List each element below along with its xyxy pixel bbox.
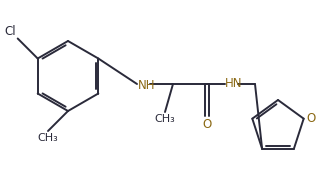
- Text: HN: HN: [225, 76, 242, 90]
- Text: CH₃: CH₃: [38, 133, 58, 143]
- Text: NH: NH: [138, 79, 155, 91]
- Text: CH₃: CH₃: [155, 114, 176, 124]
- Text: O: O: [202, 118, 212, 131]
- Text: Cl: Cl: [4, 25, 16, 37]
- Text: O: O: [307, 112, 316, 125]
